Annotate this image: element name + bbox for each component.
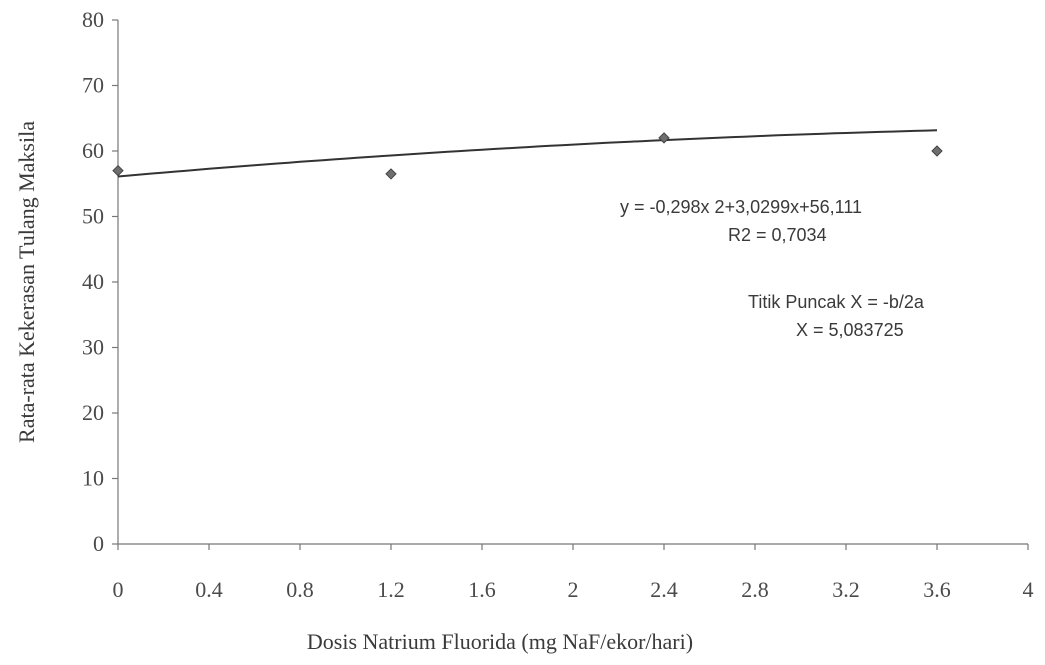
y-tick-label: 80 — [82, 7, 104, 32]
x-tick-label: 1.2 — [377, 577, 405, 602]
x-tick-label: 3.6 — [923, 577, 951, 602]
y-tick-label: 0 — [93, 531, 104, 556]
x-tick-label: 3.2 — [832, 577, 860, 602]
y-tick-label: 40 — [82, 269, 104, 294]
x-tick-label: 0.8 — [286, 577, 314, 602]
axes — [117, 20, 1028, 545]
x-tick-label: 2.8 — [741, 577, 769, 602]
trendline — [117, 129, 938, 178]
x-tick-label: 0 — [113, 577, 124, 602]
equation-label: y = -0,298x 2+3,0299x+56,111 — [620, 197, 862, 217]
y-tick-label: 10 — [82, 466, 104, 491]
y-tick-label: 60 — [82, 138, 104, 163]
x-axis-label: Dosis Natrium Fluorida (mg NaF/ekor/hari… — [307, 629, 693, 654]
r2-label: R2 = 0,7034 — [728, 225, 827, 245]
x-tick-label: 2.4 — [650, 577, 678, 602]
y-ticks: 0 10 20 30 40 50 60 70 80 — [82, 7, 118, 556]
data-point — [658, 132, 670, 144]
data-point — [931, 145, 943, 157]
y-axis-label: Rata-rata Kekerasan Tulang Maksila — [14, 121, 39, 443]
x-tick-label: 1.6 — [468, 577, 496, 602]
y-tick-label: 50 — [82, 204, 104, 229]
data-points — [112, 132, 943, 180]
x-ticks: 0 0.4 0.8 1.2 1.6 2 2.4 2.8 3.2 3.6 4 — [113, 544, 1034, 602]
x-tick-label: 4 — [1023, 577, 1034, 602]
data-point — [385, 168, 397, 180]
y-tick-label: 30 — [82, 335, 104, 360]
data-point — [112, 164, 124, 177]
y-tick-label: 70 — [82, 73, 104, 98]
y-tick-label: 20 — [82, 400, 104, 425]
peak-label: Titik Puncak X = -b/2a — [748, 292, 925, 312]
x-tick-label: 0.4 — [195, 577, 223, 602]
x-tick-label: 2 — [568, 577, 579, 602]
peak-value-label: X = 5,083725 — [796, 320, 904, 340]
